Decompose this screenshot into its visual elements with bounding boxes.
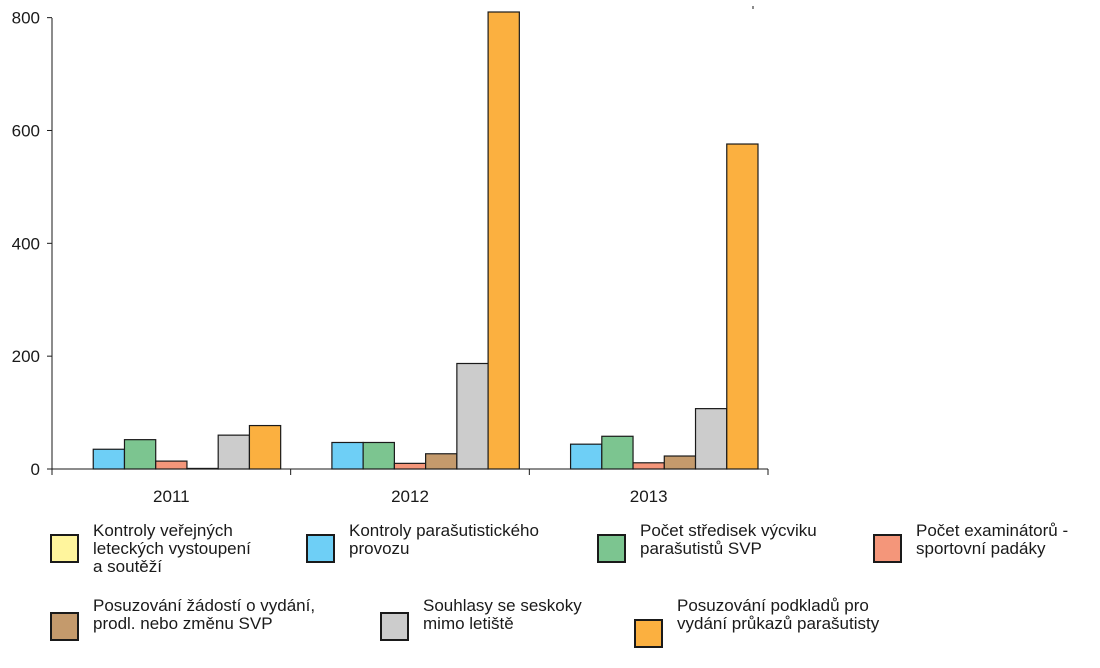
y-tick-label: 800 (12, 9, 40, 28)
y-tick-label: 400 (12, 234, 40, 253)
y-tick-label: 600 (12, 121, 40, 140)
y-tick-label: 0 (31, 460, 40, 479)
bar (487, 11, 520, 470)
bar (186, 467, 219, 470)
bar (393, 462, 427, 470)
x-tick-label: 2013 (630, 487, 668, 506)
bar (155, 460, 188, 470)
bar (425, 453, 458, 470)
bar (601, 435, 634, 470)
y-tick-label: 200 (12, 347, 40, 366)
bar (248, 424, 282, 470)
bar (362, 441, 395, 470)
bar (569, 443, 603, 470)
x-tick-label: 2012 (391, 487, 429, 506)
bar (726, 143, 759, 470)
bar (694, 408, 728, 470)
bar (663, 455, 697, 470)
bars (92, 11, 759, 470)
y-axis: 0 200 400 600 800 (12, 9, 53, 479)
bar (456, 362, 489, 470)
bar (217, 434, 251, 470)
bar (632, 462, 665, 470)
x-tick-label: 2011 (153, 487, 190, 506)
bar (331, 441, 364, 470)
bar (92, 448, 126, 470)
bar (123, 439, 157, 470)
x-axis: 2011 2012 2013 (51, 468, 769, 506)
